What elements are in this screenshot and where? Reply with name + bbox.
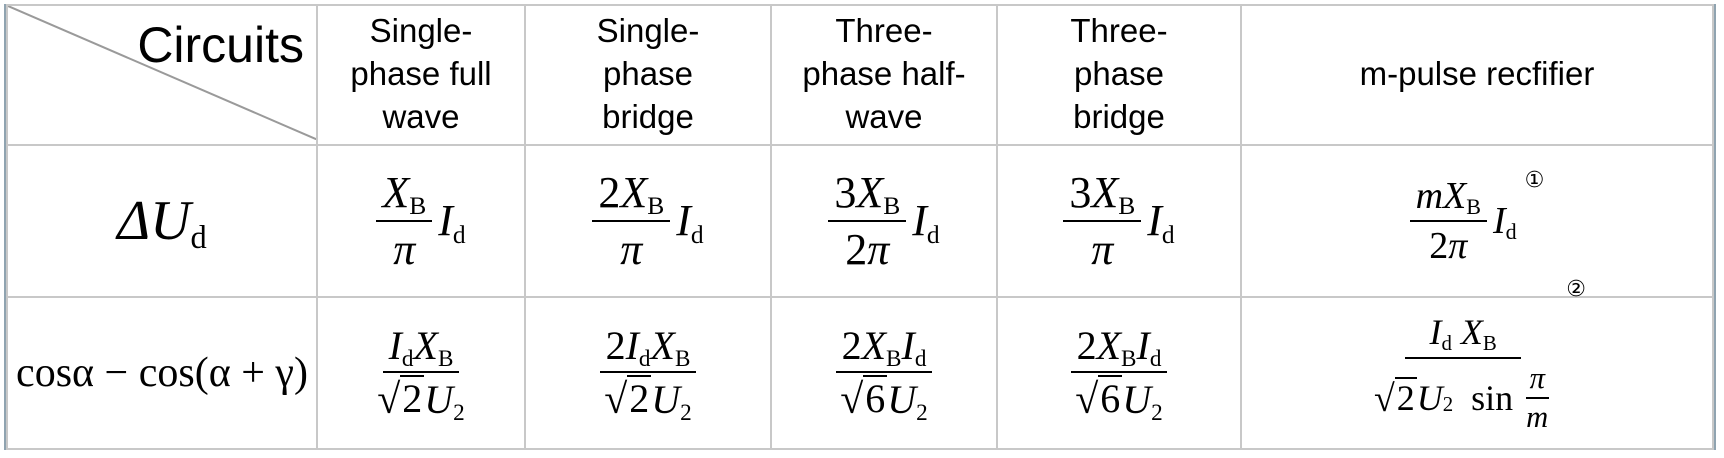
header-line: wave [845,98,923,136]
header-line: Three- [1070,12,1168,50]
formula-cell: mXB 2π Id① [1240,143,1714,298]
fraction: 2XBId √ 6 U2 [1069,322,1169,426]
fraction: IdXB √ 2 U2 [377,323,465,427]
corner-label: Circuits [137,17,304,73]
header-line: m-pulse recfifier [1359,55,1595,93]
header-line: bridge [1073,98,1165,136]
header-line: phase [1074,55,1164,93]
formula-cell: IdXB √ 2 U2 [316,295,526,451]
formula-cell: 2XBId √ 6 U2 [770,295,998,451]
corner-cell: Circuits [6,4,318,146]
fraction: 2IdXB √ 2 U2 [598,322,698,426]
fraction: 3XB 2π [828,167,907,275]
header-line: Single- [596,12,700,50]
fraction: XB π [376,167,433,275]
header-line: phase full [350,55,492,93]
header-line: phase [603,55,693,93]
formula-cell: XB π Id [316,143,526,298]
fraction: 2XBId √ 6 U2 [834,322,934,426]
header-line: phase half- [802,55,966,93]
header-three-phase-half-wave: Three- phase half- wave [770,4,998,146]
note-marker-1: ① [1524,167,1545,193]
formula-cell: 2IdXB √ 2 U2 [524,295,772,451]
formula-cell: 2XBId √ 6 U2 [996,295,1242,451]
fraction: mXB 2π [1409,174,1487,268]
header-single-phase-full-wave: Single- phase full wave [316,4,526,146]
row-label-delta-ud: ΔUd [6,143,318,298]
header-m-pulse-rectifier: m-pulse recfifier [1240,4,1714,146]
delta-u-symbol: ΔU [117,189,191,252]
row-delta-ud: ΔUd XB π Id 2XB π Id 3XB 2π Id 3XB π Id [6,143,1714,298]
header-line: Three- [835,12,933,50]
subscript-d: d [190,220,207,257]
header-three-phase-bridge: Three- phase bridge [996,4,1242,146]
header-single-phase-bridge: Single- phase bridge [524,4,772,146]
fraction: 2XB π [592,167,671,275]
header-row: Circuits Single- phase full wave Single-… [6,4,1714,146]
corner-diagonal [9,6,315,140]
commutation-table: Circuits Single- phase full wave Single-… [6,4,1714,451]
formula-cell: 3XB π Id [996,143,1242,298]
header-line: bridge [602,98,694,136]
row-cos-expression: cosα − cos(α + γ) IdXB √ 2 U2 2IdXB √ 2 U2 2… [6,277,1714,451]
formula-cell: 2XB π Id [524,143,772,298]
fraction: 3XB π [1063,167,1142,275]
row-label-cos: cosα − cos(α + γ) [6,295,318,451]
header-line: wave [382,98,460,136]
formula-cell: 3XB 2π Id [770,143,998,298]
note-marker-2: ② [1566,276,1587,302]
cos-expression: cosα − cos(α + γ) [16,349,308,396]
header-line: Single- [369,12,473,50]
